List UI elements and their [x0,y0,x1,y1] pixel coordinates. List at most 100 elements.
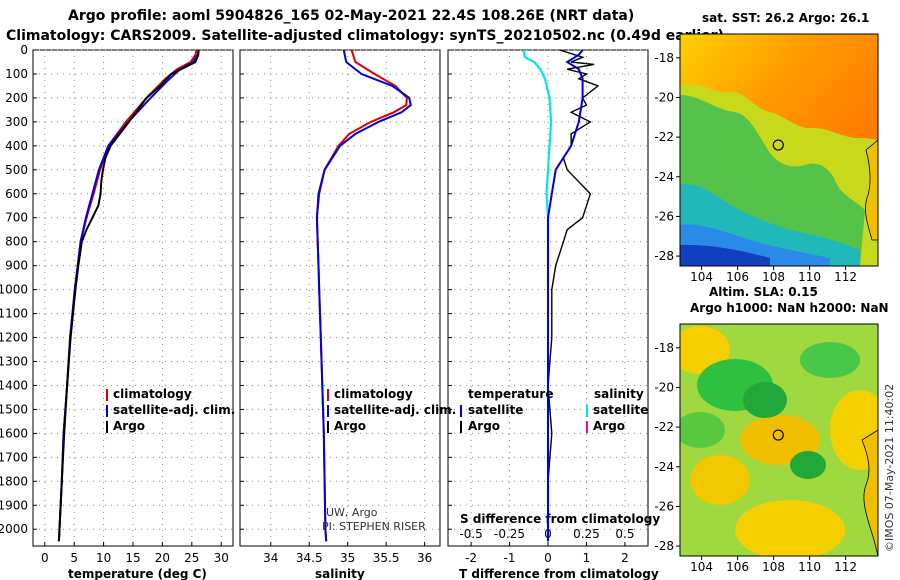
legend-label-climatology: climatology [113,387,192,401]
legend-label-satellite: satellite-adj. clim. [334,403,456,417]
legend-label-s-argo: Argo [593,419,625,433]
lon-tick-label: 104 [690,270,713,284]
s-diff-axis-label: S difference from climatology [460,512,660,526]
x-tick-label: 35 [340,551,355,565]
difference-curves [522,50,600,542]
lon-tick-label: 110 [798,560,821,574]
depth-tick-label: 300 [5,115,28,129]
series-line-satellite-adj-clim- [315,50,412,542]
depth-tick-label: 200 [5,91,28,105]
credit-line-2: PI: STEPHEN RISER [322,520,426,533]
salinity-tick-labels: 34 34.5 35 35.5 36 [263,542,432,565]
x-tick-label: 34 [263,551,278,565]
series-line-s-satellite [522,50,553,542]
depth-tick-label: 800 [5,235,28,249]
depth-tick-label: 1900 [0,498,28,512]
s-diff-tick-label: 0.25 [573,527,600,541]
difference-legend: temperature salinity satellite Argo sate… [460,387,648,433]
s-diff-tick-label: -0.25 [494,527,525,541]
lon-tick-label: 108 [762,270,785,284]
lat-tick-label: -20 [654,90,674,104]
depth-tick-labels: 0 100 200 300 400 500 600 700 800 900 1000 1100 1200… [0,43,452,536]
series-line-climatology [315,50,408,542]
x-tick-label: 1 [583,551,591,565]
legend-swatch-s-satellite [586,405,588,417]
depth-tick-label: 0 [20,43,28,57]
x-tick-label: 10 [96,551,111,565]
sst-map-title: sat. SST: 26.2 Argo: 26.1 [702,11,869,25]
temperature-tick-labels: 0 5 10 15 20 25 30 [41,542,229,565]
depth-tick-label: 1200 [0,331,28,345]
x-tick-label: 35.5 [373,551,400,565]
sla-coastline [861,429,878,556]
legend-label-satellite: satellite-adj. clim. [113,403,235,417]
sla-map-subtitle: Argo h1000: NaN h2000: NaN [690,301,889,315]
lat-tick-label: -24 [654,170,674,184]
t-diff-axis-label: T difference from climatology [459,567,659,580]
legend-label-climatology: climatology [334,387,413,401]
lat-tick-label: -28 [654,249,674,263]
watermark: ©IMOS 07-May-2021 11:40:02 [883,384,896,552]
legend-label-s-satellite: satellite [593,403,648,417]
lon-tick-label: 112 [834,560,857,574]
series-line-argo [57,50,200,542]
lon-tick-label: 104 [690,560,713,574]
legend-swatch-s-argo [586,421,588,433]
legend-label-argo: Argo [113,419,145,433]
lon-tick-label: 112 [834,270,857,284]
x-tick-label: 25 [184,551,199,565]
lat-tick-label: -18 [654,51,674,65]
depth-tick-label: 1300 [0,354,28,368]
x-tick-label: 0 [41,551,49,565]
lat-tick-label: -26 [654,499,674,513]
legend-swatch-argo [106,421,108,433]
legend-header-salinity: salinity [594,387,644,401]
lat-tick-label: -20 [654,380,674,394]
sst-coastline [865,139,878,241]
salinity-legend: climatology satellite-adj. clim. Argo [327,387,456,433]
sla-low-blob [743,382,787,418]
x-tick-label: 30 [214,551,229,565]
lat-tick-label: -24 [654,460,674,474]
depth-tick-label: 1700 [0,450,28,464]
sst-lon-ticks: 104 106 108 110 112 [690,266,857,284]
sla-map-title: Altim. SLA: 0.15 [709,285,818,299]
depth-tick-label: 600 [5,187,28,201]
sla-high-blob [735,500,845,556]
s-diff-tick-label: -0.5 [459,527,482,541]
salinity-axis-label: salinity [315,567,365,580]
legend-swatch-satellite [106,405,108,417]
legend-swatch-t-argo [460,421,462,433]
series-line-t-argo [547,50,600,542]
legend-swatch-satellite [327,405,329,417]
legend-header-temperature: temperature [468,387,553,401]
legend-label-argo: Argo [334,419,366,433]
x-tick-label: -2 [465,551,477,565]
title-line-1: Argo profile: aoml 5904826_165 02-May-20… [68,8,634,24]
x-tick-label: 0 [544,551,552,565]
legend-swatch-argo [327,421,329,433]
lat-tick-label: -26 [654,209,674,223]
depth-tick-label: 2000 [0,522,28,536]
legend-swatch-t-satellite [460,405,462,417]
sla-low-blob [800,342,860,378]
sla-map [680,324,878,556]
lat-tick-label: -22 [654,130,674,144]
depth-tick-label: 1000 [0,283,28,297]
lat-tick-label: -18 [654,341,674,355]
lon-tick-label: 106 [726,560,749,574]
sla-low-blob [680,412,725,448]
title-line-2: Climatology: CARS2009. Satellite-adjuste… [6,28,724,44]
x-tick-label: 34.5 [296,551,323,565]
x-tick-label: 2 [621,551,629,565]
legend-swatch-climatology [106,389,108,401]
sla-lon-ticks: 104 106 108 110 112 [690,556,857,574]
x-tick-label: 36 [417,551,432,565]
temperature-axis-label: temperature (deg C) [68,567,207,580]
t-diff-tick-labels: -2 -1 0 1 2 [465,542,629,565]
x-tick-label: 20 [155,551,170,565]
sla-high-blob [690,455,750,505]
depth-tick-label: 1400 [0,378,28,392]
series-line-t-satellite [547,50,584,542]
legend-label-t-argo: Argo [468,419,500,433]
